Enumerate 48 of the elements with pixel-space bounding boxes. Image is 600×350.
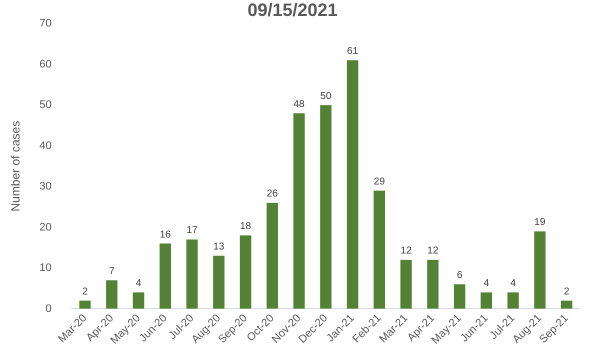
bar xyxy=(79,300,91,309)
data-label: 7 xyxy=(108,266,115,277)
bar xyxy=(240,235,252,309)
bar xyxy=(454,284,466,309)
y-tick-label: 0 xyxy=(46,302,52,315)
bar xyxy=(160,244,171,309)
data-label: 6 xyxy=(456,270,463,282)
data-label: 4 xyxy=(484,278,490,290)
y-tick-label: 50 xyxy=(39,99,52,112)
data-label: 16 xyxy=(160,229,172,240)
bar xyxy=(427,260,439,309)
data-label: 12 xyxy=(400,246,412,257)
y-tick-label: 40 xyxy=(39,140,52,152)
data-label: 13 xyxy=(213,242,225,253)
y-tick-label: 30 xyxy=(39,180,52,193)
data-label: 2 xyxy=(564,286,570,298)
bar xyxy=(132,292,144,309)
y-tick-label: 60 xyxy=(39,58,52,70)
bar xyxy=(320,105,332,309)
bar xyxy=(374,190,386,309)
chart-title: 09/15/2021 xyxy=(247,0,338,20)
bar xyxy=(266,202,278,309)
bar xyxy=(293,113,305,309)
y-axis-title: Number of cases xyxy=(8,120,23,212)
bar xyxy=(560,300,572,309)
data-label: 4 xyxy=(510,278,516,290)
data-label: 17 xyxy=(186,225,198,236)
data-label: 2 xyxy=(82,286,88,298)
y-tick-label: 10 xyxy=(39,262,52,274)
data-label: 61 xyxy=(347,46,359,58)
bar xyxy=(346,60,358,309)
data-label: 18 xyxy=(240,221,252,232)
bar xyxy=(507,292,519,309)
bar xyxy=(106,280,118,309)
data-label: 4 xyxy=(136,278,142,290)
y-tick-label: 70 xyxy=(39,18,52,30)
bar xyxy=(186,239,198,309)
bar xyxy=(213,256,224,309)
data-label: 12 xyxy=(427,246,439,257)
data-label: 48 xyxy=(294,98,306,110)
data-label: 26 xyxy=(266,188,278,200)
y-tick-label: 20 xyxy=(39,221,52,234)
bar xyxy=(480,292,492,309)
data-label: 50 xyxy=(320,90,332,102)
bar xyxy=(534,231,546,309)
data-label: 19 xyxy=(534,217,546,228)
bar xyxy=(400,260,412,309)
data-label: 29 xyxy=(374,176,386,188)
